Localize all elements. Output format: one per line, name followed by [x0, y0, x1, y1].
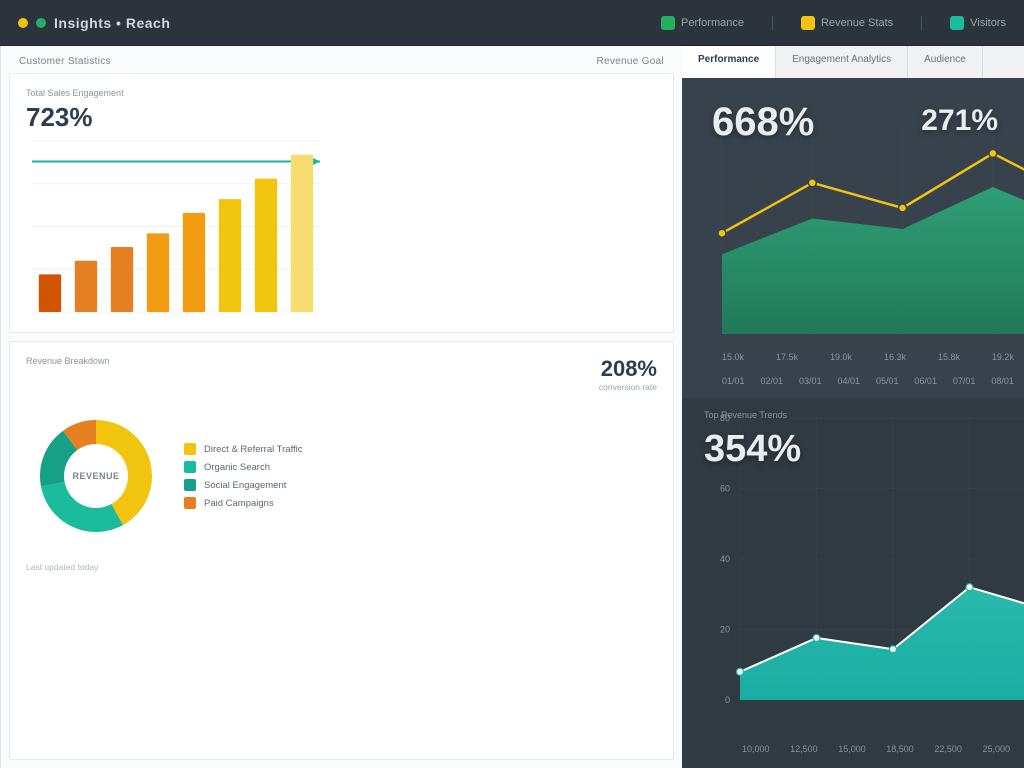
x-axis-labels: 10,000 12,500 15,000 18,500 22,500 25,000 [742, 744, 1010, 754]
svg-text:40: 40 [720, 554, 730, 564]
legend-label: Direct & Referral Traffic [204, 444, 303, 455]
sales-bar-chart [26, 133, 326, 318]
legend-item: Paid Campaigns [184, 497, 303, 509]
legend-item: Direct & Referral Traffic [184, 443, 303, 455]
card-kpi-secondary: 208% [599, 356, 657, 382]
tab-audience[interactable]: Audience [908, 46, 983, 78]
topbar: Insights • Reach Performance Revenue Sta… [0, 0, 1024, 46]
svg-text:60: 60 [720, 484, 730, 494]
card-kpi-sub: conversion rate [599, 382, 657, 392]
side-header-left: Customer Statistics [19, 56, 111, 67]
tab-engagement[interactable]: Engagement Analytics [776, 46, 908, 78]
kpi-secondary: 271% [921, 104, 998, 138]
side-header: Customer Statistics Revenue Goal [1, 46, 682, 73]
revenue-donut-chart: REVENUE [26, 406, 166, 546]
brand-name: Insights • Reach [54, 15, 170, 31]
x-tick-label: 18,500 [886, 744, 914, 754]
x-tick-label: 02/01 [760, 376, 783, 386]
legend-label: Social Engagement [204, 480, 286, 491]
value-label: 17.5k [776, 352, 798, 362]
kpi-trend: 354% [704, 428, 801, 471]
legend-swatch-icon [184, 497, 196, 509]
svg-text:20: 20 [720, 625, 730, 635]
value-labels: 15.0k 17.5k 19.0k 16.3k 15.8k 19.2k [722, 352, 1014, 362]
nav-label: Performance [681, 17, 744, 29]
nav-separator [921, 16, 922, 30]
value-label: 15.8k [938, 352, 960, 362]
x-tick-label: 08/01 [991, 376, 1014, 386]
card-kpi: 723% [26, 102, 657, 133]
x-tick-label: 15,000 [838, 744, 866, 754]
nav-label: Revenue Stats [821, 17, 893, 29]
card-title: Total Sales Engagement [26, 88, 657, 98]
svg-text:0: 0 [725, 695, 730, 705]
nav-label: Visitors [970, 17, 1006, 29]
x-tick-label: 10,000 [742, 744, 770, 754]
topnav: Performance Revenue Stats Visitors [661, 16, 1006, 30]
legend-item: Social Engagement [184, 479, 303, 491]
legend-swatch-icon [184, 461, 196, 473]
x-tick-label: 07/01 [953, 376, 976, 386]
x-tick-label: 04/01 [837, 376, 860, 386]
side-column: Customer Statistics Revenue Goal Total S… [0, 46, 682, 768]
kpi-primary: 668% [712, 100, 814, 145]
panel-subtitle: Top Revenue Trends [704, 410, 787, 420]
nav-item-performance[interactable]: Performance [661, 16, 744, 30]
x-tick-label: 12,500 [790, 744, 818, 754]
card-footer: Last updated today [26, 562, 657, 572]
tab-bar: Performance Engagement Analytics Audienc… [682, 46, 1024, 78]
x-tick-label: 06/01 [914, 376, 937, 386]
bar-chart-card: Total Sales Engagement 723% [9, 73, 674, 333]
x-axis-labels: 01/01 02/01 03/01 04/01 05/01 06/01 07/01 08/01 [722, 376, 1014, 386]
main-chart-panel: Performance Engagement Analytics Audienc… [682, 46, 1024, 398]
value-label: 19.2k [992, 352, 1014, 362]
leaf-icon [661, 16, 675, 30]
card-title: Revenue Breakdown [26, 356, 110, 366]
nav-item-revenue[interactable]: Revenue Stats [801, 16, 893, 30]
x-tick-label: 05/01 [876, 376, 899, 386]
donut-card: Revenue Breakdown 208% conversion rate R… [9, 341, 674, 760]
globe-icon [950, 16, 964, 30]
brand-dot-icon [18, 18, 28, 28]
legend-label: Organic Search [204, 462, 270, 473]
nav-separator [772, 16, 773, 30]
x-tick-label: 03/01 [799, 376, 822, 386]
x-tick-label: 01/01 [722, 376, 745, 386]
legend-swatch-icon [184, 443, 196, 455]
legend-swatch-icon [184, 479, 196, 491]
value-label: 16.3k [884, 352, 906, 362]
brand-dot-icon [36, 18, 46, 28]
tab-performance[interactable]: Performance [682, 46, 776, 78]
trend-chart-panel: Top Revenue Trends 354% 020406080 10,000… [682, 398, 1024, 768]
donut-legend: Direct & Referral Traffic Organic Search S… [184, 437, 303, 515]
value-label: 19.0k [830, 352, 852, 362]
x-tick-label: 25,000 [982, 744, 1010, 754]
legend-item: Organic Search [184, 461, 303, 473]
legend-label: Paid Campaigns [204, 498, 274, 509]
side-header-right: Revenue Goal [596, 56, 664, 67]
svg-text:REVENUE: REVENUE [72, 471, 119, 481]
value-label: 15.0k [722, 352, 744, 362]
brand: Insights • Reach [18, 15, 170, 31]
x-tick-label: 22,500 [934, 744, 962, 754]
nav-item-visitors[interactable]: Visitors [950, 16, 1006, 30]
folder-icon [801, 16, 815, 30]
